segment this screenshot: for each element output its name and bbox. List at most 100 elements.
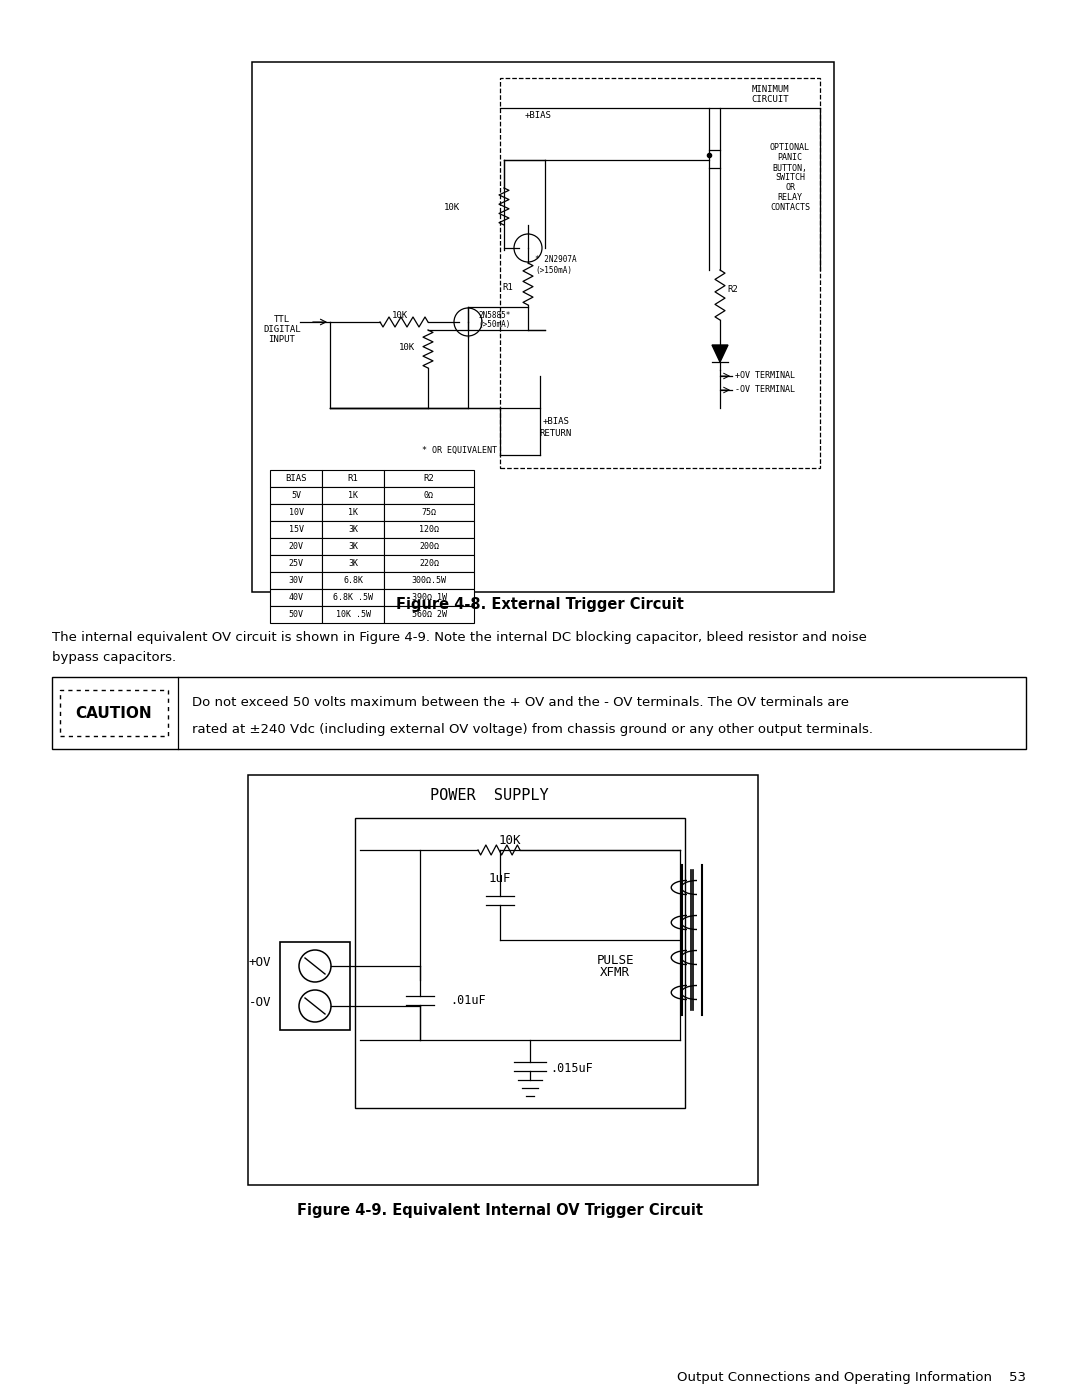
Text: 6.8K .5W: 6.8K .5W	[333, 592, 373, 602]
Bar	[280, 942, 350, 1030]
Text: +BIAS: +BIAS	[542, 418, 569, 426]
Bar	[500, 78, 820, 468]
Bar	[384, 590, 474, 606]
Text: RELAY: RELAY	[778, 194, 802, 203]
Text: Do not exceed 50 volts maximum between the + OV and the - OV terminals. The OV t: Do not exceed 50 volts maximum between t…	[192, 697, 849, 710]
Text: OPTIONAL: OPTIONAL	[770, 144, 810, 152]
Text: The internal equivalent OV circuit is shown in Figure 4-9. Note the internal DC : The internal equivalent OV circuit is sh…	[52, 630, 867, 644]
Bar	[384, 538, 474, 555]
Text: 25V: 25V	[288, 559, 303, 569]
Text: 3K: 3K	[348, 542, 357, 550]
Text: 0Ω: 0Ω	[424, 490, 434, 500]
Bar	[384, 488, 474, 504]
Text: (>150mA): (>150mA)	[535, 265, 572, 274]
Bar	[322, 555, 384, 571]
Bar	[52, 678, 1026, 749]
Bar	[322, 521, 384, 538]
Bar	[322, 488, 384, 504]
Text: 3K: 3K	[348, 559, 357, 569]
Text: R2: R2	[727, 285, 738, 295]
Text: 10V: 10V	[288, 509, 303, 517]
Text: 10K: 10K	[499, 834, 522, 847]
Bar	[252, 61, 834, 592]
Text: * 2N2907A: * 2N2907A	[535, 256, 577, 264]
Bar	[270, 606, 322, 623]
Text: 15V: 15V	[288, 525, 303, 534]
Bar	[248, 775, 758, 1185]
Text: 120Ω: 120Ω	[419, 525, 438, 534]
Text: +BIAS: +BIAS	[525, 110, 552, 120]
Bar	[270, 555, 322, 571]
Bar	[355, 819, 685, 1108]
Bar	[270, 571, 322, 590]
Bar	[322, 606, 384, 623]
Bar	[270, 488, 322, 504]
Text: 10K: 10K	[444, 204, 460, 212]
Text: R2: R2	[423, 474, 434, 483]
Bar	[60, 690, 168, 736]
Text: 5V: 5V	[291, 490, 301, 500]
Text: 10K: 10K	[399, 344, 415, 352]
Bar	[322, 469, 384, 488]
Text: .015uF: .015uF	[550, 1062, 593, 1074]
Text: TTL: TTL	[274, 316, 291, 324]
Text: RETURN: RETURN	[540, 429, 572, 437]
Text: rated at ±240 Vdc (including external OV voltage) from chassis ground or any oth: rated at ±240 Vdc (including external OV…	[192, 722, 873, 735]
Text: INPUT: INPUT	[269, 335, 296, 345]
Bar	[384, 504, 474, 521]
Text: 390Ω 1W: 390Ω 1W	[411, 592, 446, 602]
Bar	[384, 521, 474, 538]
Text: R1: R1	[502, 282, 513, 292]
Text: BUTTON,: BUTTON,	[772, 163, 808, 172]
Bar	[322, 538, 384, 555]
Text: 30V: 30V	[288, 576, 303, 585]
Text: -OV: -OV	[248, 996, 271, 1009]
Text: +OV TERMINAL: +OV TERMINAL	[735, 372, 795, 380]
Text: MINIMUM: MINIMUM	[752, 85, 788, 95]
Text: 1K: 1K	[348, 490, 357, 500]
Text: 10K .5W: 10K .5W	[336, 610, 370, 619]
Bar	[270, 521, 322, 538]
Text: 220Ω: 220Ω	[419, 559, 438, 569]
Bar	[384, 571, 474, 590]
Text: 10K: 10K	[392, 310, 408, 320]
Text: DIGITAL: DIGITAL	[264, 326, 301, 334]
Text: +OV: +OV	[248, 956, 271, 968]
Text: 560Ω 2W: 560Ω 2W	[411, 610, 446, 619]
Text: 40V: 40V	[288, 592, 303, 602]
Bar	[270, 590, 322, 606]
Text: PANIC: PANIC	[778, 154, 802, 162]
Text: SWITCH: SWITCH	[775, 173, 805, 183]
Bar	[270, 504, 322, 521]
Text: 1K: 1K	[348, 509, 357, 517]
Text: 75Ω: 75Ω	[421, 509, 436, 517]
Bar	[322, 504, 384, 521]
Text: 1uF: 1uF	[489, 872, 511, 884]
Bar	[384, 555, 474, 571]
Text: R1: R1	[348, 474, 359, 483]
Text: 6.8K: 6.8K	[343, 576, 363, 585]
Text: .01uF: .01uF	[450, 993, 486, 1006]
Text: CIRCUIT: CIRCUIT	[752, 95, 788, 105]
Text: CONTACTS: CONTACTS	[770, 204, 810, 212]
Text: Figure 4-8. External Trigger Circuit: Figure 4-8. External Trigger Circuit	[396, 597, 684, 612]
Text: XFMR: XFMR	[600, 965, 630, 978]
Bar	[384, 469, 474, 488]
Polygon shape	[712, 345, 728, 362]
Text: PULSE: PULSE	[596, 954, 634, 967]
Text: 50V: 50V	[288, 610, 303, 619]
Text: -OV TERMINAL: -OV TERMINAL	[735, 386, 795, 394]
Text: POWER  SUPPLY: POWER SUPPLY	[430, 788, 549, 802]
Text: 3K: 3K	[348, 525, 357, 534]
Text: CAUTION: CAUTION	[76, 705, 152, 721]
Text: 300Ω.5W: 300Ω.5W	[411, 576, 446, 585]
Bar	[270, 538, 322, 555]
Text: Output Connections and Operating Information    53: Output Connections and Operating Informa…	[677, 1370, 1026, 1383]
Text: * OR EQUIVALENT: * OR EQUIVALENT	[422, 446, 498, 454]
Text: OR: OR	[785, 183, 795, 193]
Bar	[322, 590, 384, 606]
Text: 200Ω: 200Ω	[419, 542, 438, 550]
Text: 20V: 20V	[288, 542, 303, 550]
Text: (>50mA): (>50mA)	[478, 320, 511, 330]
Bar	[322, 571, 384, 590]
